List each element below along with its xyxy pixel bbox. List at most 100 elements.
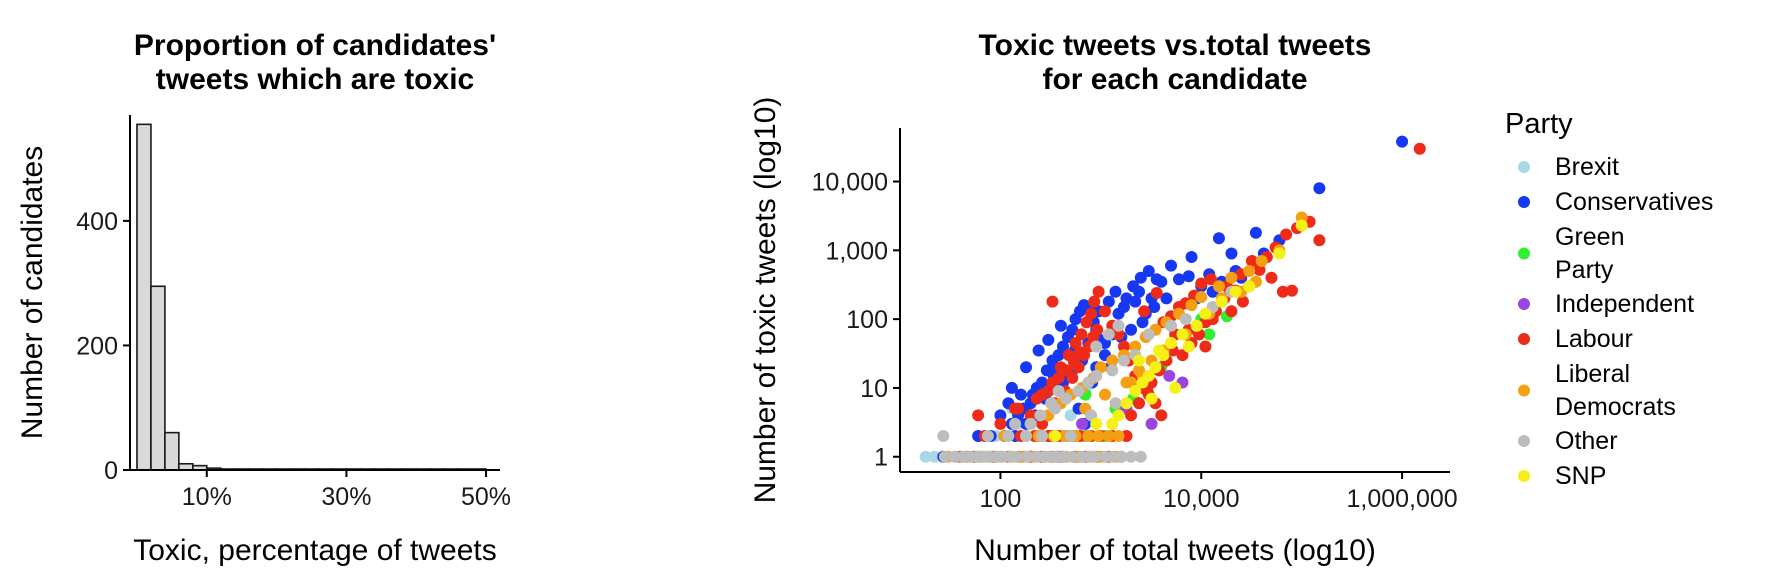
x-tick-label: 30% [321,483,371,511]
scatter-point [1195,277,1208,290]
scatter-point [1102,295,1115,308]
scatter-point [1098,305,1111,318]
y-tick-label: 10 [860,375,888,403]
scatter-point [1090,340,1103,353]
scatter-point [1117,301,1130,314]
scatter-point [1106,354,1119,367]
scatter-point [1088,450,1101,463]
scatter-point [1054,319,1067,332]
scatter-point [1142,369,1155,382]
scatter-point [1036,376,1049,389]
scatter-point [1090,417,1103,430]
scatter-point [1082,430,1095,443]
scatter-point [1024,409,1037,422]
scatter-point [1225,305,1238,318]
scatter-point [1236,295,1249,308]
y-tick-label: 200 [76,332,118,360]
scatter-point [1413,142,1426,155]
scatter-point [1155,275,1168,288]
scatter-point [1155,409,1168,422]
scatter-point [1129,340,1142,353]
scatter-point [1034,409,1047,422]
scatter-point [1117,354,1130,367]
y-axis-title: Number of toxic tweets (log10) [749,97,782,504]
scatter-point [1073,346,1086,359]
scatter-point [1024,417,1037,430]
legend-title: Party [1505,108,1573,140]
scatter-point [1142,265,1155,278]
x-tick-label: 1,000,000 [1346,485,1457,513]
scatter-point [1243,265,1256,278]
chart-title: tweets which are toxic [156,63,474,96]
scatter-point [1014,388,1027,401]
legend-label: SNP [1555,462,1606,490]
scatter-point [1145,392,1158,405]
scatter-point [1042,333,1055,346]
legend-label: Conservatives [1555,188,1713,216]
scatter-point [1106,364,1119,377]
scatter-point [1136,316,1149,329]
x-axis-title: Toxic, percentage of tweets [133,534,497,567]
scatter-point [1148,301,1161,314]
chart-title: Proportion of candidates' [134,29,496,62]
scatter-point [1098,388,1111,401]
legend-label: Green [1555,223,1624,251]
scatter-point [1032,344,1045,357]
scatter-point [1150,286,1163,299]
scatter-point [1182,270,1195,283]
scatter-point [1265,271,1278,284]
scatter-point [1046,295,1059,308]
legend-key [1518,435,1530,447]
x-tick-label: 50% [461,483,511,511]
scatter-point [1060,392,1073,405]
scatter-point [994,409,1007,422]
chart-title: for each candidate [1042,63,1307,96]
scatter-point [1129,385,1142,398]
histogram-bar [164,431,180,471]
scatter-point [1066,323,1079,336]
scatter-point [1182,340,1195,353]
scatter-point [994,417,1007,430]
scatter-point [928,450,941,463]
scatter-point [1165,336,1178,349]
scatter-point [1052,385,1065,398]
scatter-point [1045,397,1058,410]
scatter-point [1066,450,1079,463]
legend-key [1518,470,1530,482]
scatter-point [1225,247,1238,260]
party-legend: Party Brexit Conservatives Green Party Indepe… [1505,108,1713,490]
scatter-point [1076,417,1089,430]
scatter-point [1313,234,1326,247]
scatter-point [1169,381,1182,394]
scatter-point [1106,417,1119,430]
scatter-point [1021,450,1034,463]
x-tick-label: 100 [980,485,1022,513]
scatter-point [1199,340,1212,353]
y-tick-label: 1,000 [825,237,888,265]
legend-label: Party [1555,256,1614,284]
scatter-point [1153,344,1166,357]
scatter-point [1133,354,1146,367]
legend-key [1518,161,1530,173]
scatter-point [1195,290,1208,303]
scatter-point [1106,450,1119,463]
scatter-point [1225,271,1238,284]
scatter-point [1145,417,1158,430]
scatter-point [1172,273,1185,286]
legend-key [1518,384,1530,397]
scatter-point [1085,307,1098,320]
scatter-point [1185,299,1198,312]
scatter-point [1042,385,1055,398]
y-axis-title: Number of candidates [16,146,49,440]
scatter-point [1212,232,1225,245]
x-tick-label: 10% [182,483,232,511]
scatter-point [1049,430,1062,443]
scatter-point [1165,319,1178,332]
scatter-point [1255,254,1268,267]
scatter-point [972,409,985,422]
scatter-point [1009,417,1022,430]
scatter-point [1273,247,1286,260]
scatter-point [1102,430,1115,443]
scatter-point [1112,328,1125,341]
scatter-point [1036,430,1049,443]
